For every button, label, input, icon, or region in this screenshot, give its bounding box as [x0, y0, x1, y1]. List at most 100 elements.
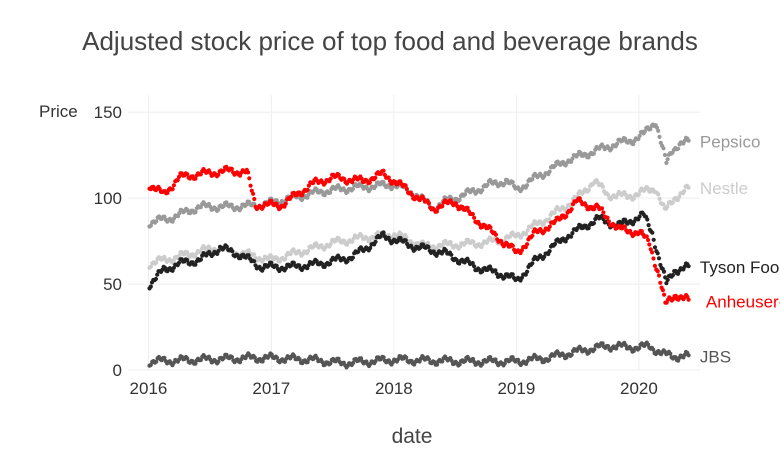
data-point	[657, 134, 662, 139]
data-point	[591, 151, 597, 156]
y-tick-label: 50	[103, 275, 122, 294]
data-point	[261, 204, 266, 209]
data-point	[686, 297, 691, 302]
data-point	[570, 156, 575, 161]
data-point	[305, 187, 310, 192]
data-point	[652, 245, 658, 250]
data-point	[198, 357, 203, 363]
data-point	[470, 261, 475, 266]
data-point	[510, 243, 515, 248]
data-point	[652, 263, 658, 268]
data-point	[472, 264, 477, 269]
data-point	[686, 353, 691, 358]
data-point	[373, 184, 378, 189]
data-point	[434, 362, 440, 367]
tick-labels: 0 50 100 150 2016 2017 2018 2019 2020	[94, 103, 658, 398]
data-point	[171, 258, 176, 263]
data-point	[564, 214, 569, 219]
data-point	[472, 215, 477, 220]
data-point	[552, 241, 558, 247]
data-point	[381, 180, 386, 185]
data-point	[656, 128, 661, 133]
data-point	[216, 359, 221, 364]
data-point	[569, 234, 574, 239]
data-point	[605, 192, 611, 197]
data-point	[306, 183, 311, 188]
data-point	[644, 234, 649, 239]
data-point	[350, 186, 355, 191]
data-point	[373, 239, 378, 244]
data-point	[516, 357, 521, 362]
data-point	[403, 238, 408, 243]
series-label-jbs: JBS	[700, 347, 731, 366]
data-point	[650, 250, 655, 255]
data-point	[485, 182, 490, 187]
data-point	[403, 183, 408, 188]
data-point	[547, 224, 552, 229]
data-point	[283, 266, 288, 271]
data-point	[577, 196, 582, 201]
data-point	[651, 237, 656, 242]
data-point	[623, 136, 628, 141]
data-point	[252, 355, 257, 360]
data-point	[569, 352, 574, 357]
data-point	[274, 263, 279, 268]
data-point	[216, 172, 221, 177]
data-point	[623, 343, 628, 348]
data-point	[493, 268, 498, 273]
data-point	[656, 273, 662, 278]
data-point	[440, 242, 445, 248]
data-point	[631, 196, 636, 201]
series-anheuser-busch-inbev	[147, 164, 691, 305]
series-label-pepsico: Pepsico	[700, 132, 760, 151]
data-point	[605, 215, 610, 220]
data-point	[177, 211, 182, 216]
data-point	[648, 127, 653, 132]
data-point	[193, 254, 198, 259]
data-point	[639, 229, 644, 234]
data-point	[251, 191, 256, 196]
data-point	[525, 269, 530, 274]
y-tick-label: 0	[113, 361, 122, 380]
data-point	[642, 129, 648, 134]
data-point	[480, 188, 485, 193]
data-point	[306, 192, 311, 197]
data-point	[636, 192, 641, 197]
data-point	[631, 142, 636, 147]
x-tick-label: 2019	[497, 379, 535, 398]
data-point	[448, 240, 453, 245]
data-point	[605, 344, 611, 349]
data-point	[524, 232, 529, 237]
data-point	[570, 231, 575, 236]
series-layer	[147, 122, 691, 370]
data-point	[154, 260, 159, 265]
data-point	[664, 160, 669, 165]
data-point	[359, 176, 364, 181]
data-point	[525, 183, 530, 188]
data-point	[162, 214, 167, 219]
data-point	[342, 176, 347, 181]
data-point	[193, 361, 198, 366]
data-point	[646, 223, 651, 228]
data-point	[539, 356, 544, 361]
data-point	[246, 253, 251, 258]
data-point	[502, 181, 507, 186]
data-point	[660, 288, 666, 293]
data-point	[409, 192, 415, 198]
data-point	[552, 210, 557, 215]
data-point	[676, 146, 681, 151]
data-point	[457, 244, 463, 249]
data-point	[373, 175, 378, 180]
data-point	[600, 184, 606, 189]
data-point	[185, 356, 190, 361]
data-point	[283, 256, 288, 261]
data-point	[661, 146, 666, 151]
x-axis-label: date	[392, 425, 433, 448]
data-point	[477, 222, 482, 227]
data-point	[600, 341, 605, 346]
y-axis-label: Price	[39, 102, 78, 121]
data-point	[148, 223, 153, 228]
data-point	[457, 197, 462, 202]
data-point	[541, 221, 547, 227]
data-point	[289, 194, 294, 199]
